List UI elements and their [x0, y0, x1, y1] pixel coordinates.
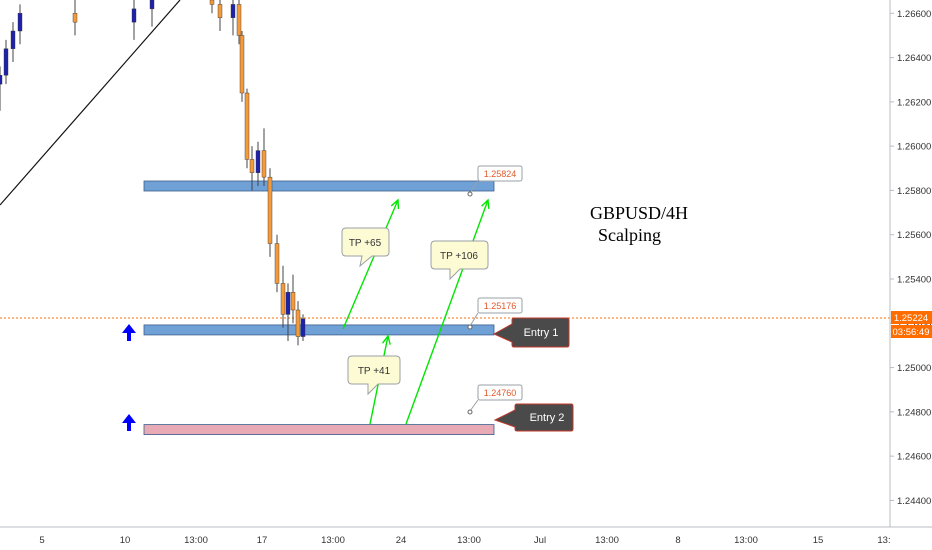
zone-entry-2[interactable]: [143, 424, 495, 435]
x-tick-label: 13:: [877, 535, 890, 546]
candle-body: [249, 159, 255, 173]
x-tick-label: 15: [813, 535, 824, 546]
time-scale[interactable]: 5 10 13:00 17 13:00 24 13:00 Jul 13:00 8 13:00 15 13…: [39, 535, 890, 546]
x-tick-label: 5: [39, 535, 44, 546]
entry-2-buy-arrow-icon: [122, 414, 136, 431]
chart-title: GBPUSD/4H: [590, 203, 688, 223]
x-tick-label: 24: [396, 535, 407, 546]
y-tick-label: 1.26000: [897, 142, 931, 153]
candle-body: [72, 13, 78, 23]
tp-106-label: TP +106: [440, 251, 478, 262]
zone-upper[interactable]: [143, 180, 495, 192]
entry-1-callout[interactable]: Entry 1: [492, 317, 570, 348]
tp-41-callout[interactable]: TP +41: [347, 355, 401, 396]
candle-body: [236, 4, 242, 36]
candle-body: [290, 292, 296, 311]
zone-upper-tag: 1.25824: [467, 165, 523, 197]
zone-entry-2-level-label: 1.24760: [484, 388, 517, 398]
tp-41-arrow-head-icon: [381, 334, 391, 345]
candles-layer: [0, 0, 306, 346]
entry-2-label: Entry 2: [530, 412, 565, 424]
candle-body: [217, 4, 223, 18]
tp-65-arrow-head-icon: [390, 198, 400, 210]
tp-65-arrow[interactable]: [342, 199, 399, 330]
candle-body: [295, 309, 301, 337]
x-tick-label: 13:00: [457, 535, 481, 546]
y-tick-label: 1.25800: [897, 186, 931, 197]
x-tick-label: 13:00: [184, 535, 208, 546]
candle-body: [255, 150, 261, 173]
y-tick-label: 1.26200: [897, 97, 931, 108]
zone-entry-1-level-label: 1.25176: [484, 301, 517, 311]
candle-body: [3, 48, 9, 76]
chart-subtitle: Scalping: [598, 225, 661, 245]
tp-65-callout[interactable]: TP +65: [341, 227, 390, 268]
tp-41-label: TP +41: [358, 366, 391, 377]
zone-upper-level-label: 1.25824: [484, 169, 517, 179]
candle-body: [274, 243, 280, 284]
entry-1-buy-arrow-icon: [122, 324, 136, 341]
x-tick-label: Jul: [534, 535, 546, 546]
price-scale[interactable]: 1.26600 1.26400 1.26200 1.26000 1.25800 1.256…: [890, 9, 931, 507]
candle-body: [230, 4, 236, 18]
y-tick-label: 1.25200: [897, 319, 931, 330]
candle-body: [149, 0, 155, 10]
y-tick-label: 1.24800: [897, 407, 931, 418]
x-tick-label: 8: [675, 535, 680, 546]
y-tick-label: 1.25400: [897, 275, 931, 286]
tp-65-label: TP +65: [349, 238, 382, 249]
x-tick-label: 13:00: [595, 535, 619, 546]
candle-body: [244, 92, 250, 160]
y-tick-label: 1.26600: [897, 9, 931, 20]
candle-body: [209, 0, 215, 5]
entry-2-callout[interactable]: Entry 2: [493, 403, 574, 432]
candle-body: [285, 292, 291, 315]
candle-body: [300, 318, 306, 337]
trendline[interactable]: [0, 0, 181, 206]
y-tick-label: 1.26400: [897, 53, 931, 64]
tp-106-arrow[interactable]: [405, 199, 489, 425]
x-tick-label: 10: [120, 535, 131, 546]
zone-entry-2-tag: 1.24760: [467, 384, 523, 415]
x-tick-label: 13:00: [321, 535, 345, 546]
candle-body: [10, 30, 16, 49]
x-tick-label: 13:00: [734, 535, 758, 546]
zones-layer: [143, 180, 495, 435]
y-tick-label: 1.24600: [897, 452, 931, 463]
tp-106-callout[interactable]: TP +106: [430, 240, 489, 281]
y-tick-label: 1.24400: [897, 496, 931, 507]
tp-106-arrow-head-icon: [481, 198, 490, 210]
zone-entry-1[interactable]: [143, 324, 495, 336]
y-tick-label: 1.25000: [897, 363, 931, 374]
candle-body: [267, 176, 273, 244]
candle-body: [0, 75, 3, 85]
candle-body: [261, 150, 267, 178]
x-tick-label: 17: [257, 535, 268, 546]
target-arrows-layer: [342, 198, 490, 425]
y-tick-label: 1.25600: [897, 230, 931, 241]
current-price-countdown: 03:56:49: [893, 327, 930, 338]
zone-entry-1-tag: 1.25176: [467, 297, 523, 330]
candle-body: [131, 8, 137, 23]
entry-1-label: Entry 1: [524, 327, 559, 339]
candle-body: [239, 35, 245, 94]
current-price-label: 1.25224: [894, 313, 928, 324]
candle-body: [280, 283, 286, 315]
candle-body: [17, 13, 23, 32]
current-price-tag: 1.25224 03:56:49: [891, 311, 932, 338]
